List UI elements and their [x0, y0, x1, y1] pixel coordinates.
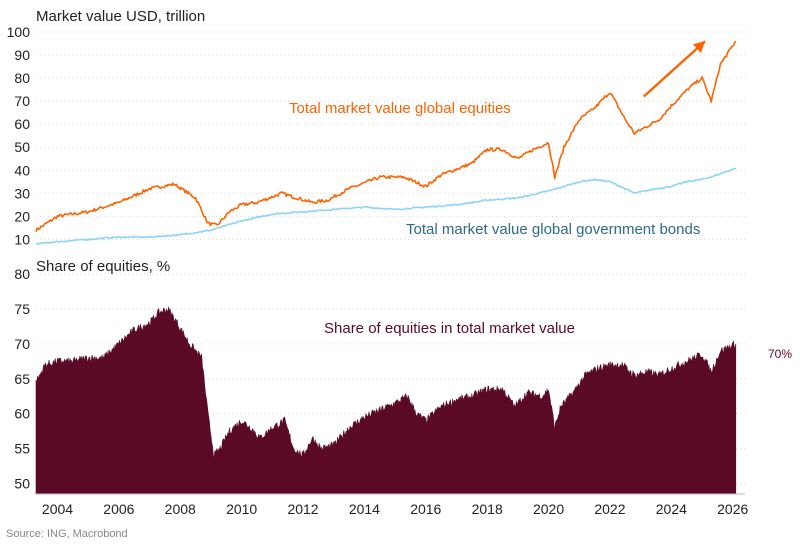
bottom-series-group [35, 306, 737, 495]
equities-line [35, 40, 737, 233]
bottom-y-tick: 65 [14, 371, 30, 387]
top-y-tick: 60 [14, 116, 30, 132]
x-tick-labels: 2004 2006 2008 2010 2012 2014 2016 2018 2020 2022… [42, 501, 749, 517]
top-y-tick: 30 [14, 185, 30, 201]
x-tick: 2026 [717, 501, 748, 517]
trend-arrow-shaft [642, 40, 706, 98]
source-note: Source: ING, Macrobond [6, 528, 128, 540]
top-y-tick: 40 [14, 162, 30, 178]
bottom-y-tick: 70 [14, 336, 30, 352]
bonds-line [35, 167, 737, 246]
x-tick: 2020 [533, 501, 564, 517]
top-y-tick: 70 [14, 93, 30, 109]
x-tick: 2022 [594, 501, 625, 517]
top-y-tick: 50 [14, 139, 30, 155]
x-tick: 2006 [103, 501, 134, 517]
bottom-y-tick-labels: 50 55 60 65 70 75 80 [14, 266, 30, 492]
share-area [35, 306, 737, 495]
top-y-tick: 80 [14, 70, 30, 86]
top-y-tick: 100 [7, 24, 31, 40]
equities-label: Total market value global equities [289, 100, 511, 117]
x-tick: 2014 [349, 501, 380, 517]
bottom-panel-title: Share of equities, % [36, 258, 170, 275]
top-y-tick-labels: 10 20 30 40 50 60 70 80 90 100 [7, 24, 31, 247]
bottom-y-tick: 80 [14, 266, 30, 282]
share-label: Share of equities in total market value [324, 320, 575, 337]
x-tick: 2016 [410, 501, 441, 517]
bottom-y-tick: 60 [14, 406, 30, 422]
top-y-tick: 10 [14, 231, 30, 247]
x-tick: 2008 [165, 501, 196, 517]
top-panel-title: Market value USD, trillion [36, 8, 205, 25]
x-tick: 2018 [472, 501, 503, 517]
x-tick: 2024 [656, 501, 687, 517]
latest-value-label: 70% [768, 347, 792, 361]
bottom-y-tick: 75 [14, 301, 30, 317]
top-y-tick: 90 [14, 47, 30, 63]
bonds-label: Total market value global government bon… [406, 221, 700, 238]
x-tick: 2004 [42, 501, 73, 517]
x-tick: 2010 [226, 501, 257, 517]
bottom-y-tick: 50 [14, 476, 30, 492]
trend-arrow-head [692, 41, 706, 54]
top-series-group [35, 40, 737, 246]
x-tick: 2012 [287, 501, 318, 517]
bottom-y-tick: 55 [14, 441, 30, 457]
top-y-tick: 20 [14, 208, 30, 224]
